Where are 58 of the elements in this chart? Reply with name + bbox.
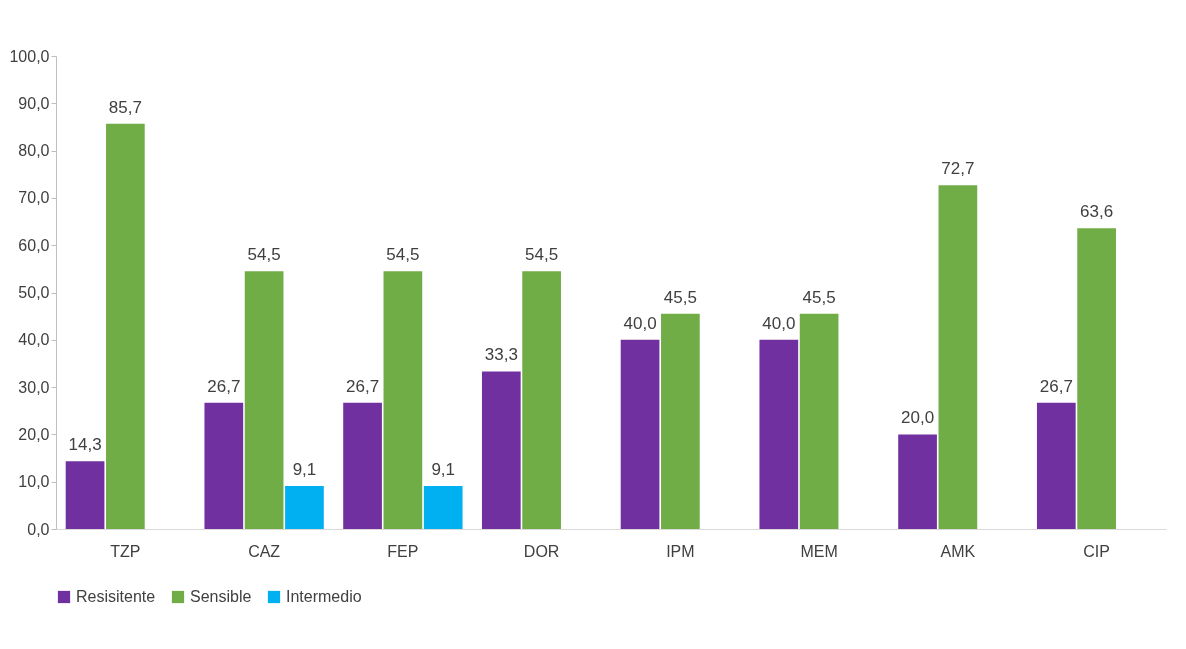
bar <box>481 371 521 529</box>
y-tick-label: 80,0 <box>18 142 50 160</box>
data-label: 9,1 <box>431 459 456 479</box>
data-label: 45,5 <box>802 287 836 307</box>
data-label: 63,6 <box>1080 202 1114 222</box>
data-label: 9,1 <box>292 459 317 479</box>
bar <box>244 271 284 529</box>
legend-label: Sensible <box>190 588 252 605</box>
x-tick-label: AMK <box>940 542 976 560</box>
data-label: 45,5 <box>663 287 697 307</box>
data-label: 54,5 <box>525 245 559 265</box>
y-tick-label: 60,0 <box>18 236 50 254</box>
x-tick-label: MEM <box>800 542 838 560</box>
y-tick-label: 50,0 <box>18 284 50 301</box>
bar <box>65 461 105 529</box>
y-tick-label: 90,0 <box>18 94 50 112</box>
data-label: 33,3 <box>484 345 518 365</box>
y-tick-label: 40,0 <box>18 331 50 349</box>
y-tick-label: 0,0 <box>27 520 50 538</box>
bar <box>620 339 660 529</box>
data-label: 85,7 <box>108 97 142 117</box>
x-tick-label: FEP <box>387 542 419 560</box>
data-label: 54,5 <box>247 245 281 265</box>
data-label: 40,0 <box>623 313 657 333</box>
data-label: 20,0 <box>901 408 935 428</box>
x-tick-label: CAZ <box>248 542 281 560</box>
x-tick-label: CIP <box>1083 542 1110 560</box>
x-tick-label: DOR <box>523 542 560 560</box>
bar <box>423 485 463 529</box>
data-label: 54,5 <box>386 245 420 265</box>
bar <box>383 271 423 529</box>
bar <box>661 313 700 529</box>
legend-label: Intermedio <box>286 588 362 605</box>
bar <box>343 402 382 529</box>
data-label: 26,7 <box>346 376 380 396</box>
y-tick-label: 10,0 <box>18 473 50 491</box>
x-tick-label: IPM <box>666 542 695 560</box>
bar <box>106 123 145 529</box>
bar <box>938 185 978 529</box>
bar <box>285 485 324 529</box>
bar <box>799 313 839 529</box>
data-label: 40,0 <box>762 313 796 333</box>
bar <box>204 402 244 529</box>
bar <box>522 271 561 529</box>
bar <box>1036 402 1076 529</box>
x-tick-label: TZP <box>110 542 141 560</box>
data-label: 14,3 <box>68 435 102 455</box>
bar <box>759 339 799 529</box>
bar <box>1077 228 1116 529</box>
data-label: 26,7 <box>1039 376 1073 396</box>
y-tick-label: 100,0 <box>9 47 50 65</box>
legend-label: Resisitente <box>76 588 156 605</box>
bar <box>898 434 937 529</box>
y-tick-label: 70,0 <box>18 189 50 207</box>
data-label: 72,7 <box>941 159 975 179</box>
y-tick-label: 20,0 <box>18 425 50 443</box>
data-label: 26,7 <box>207 376 241 396</box>
y-tick-label: 30,0 <box>18 378 50 396</box>
